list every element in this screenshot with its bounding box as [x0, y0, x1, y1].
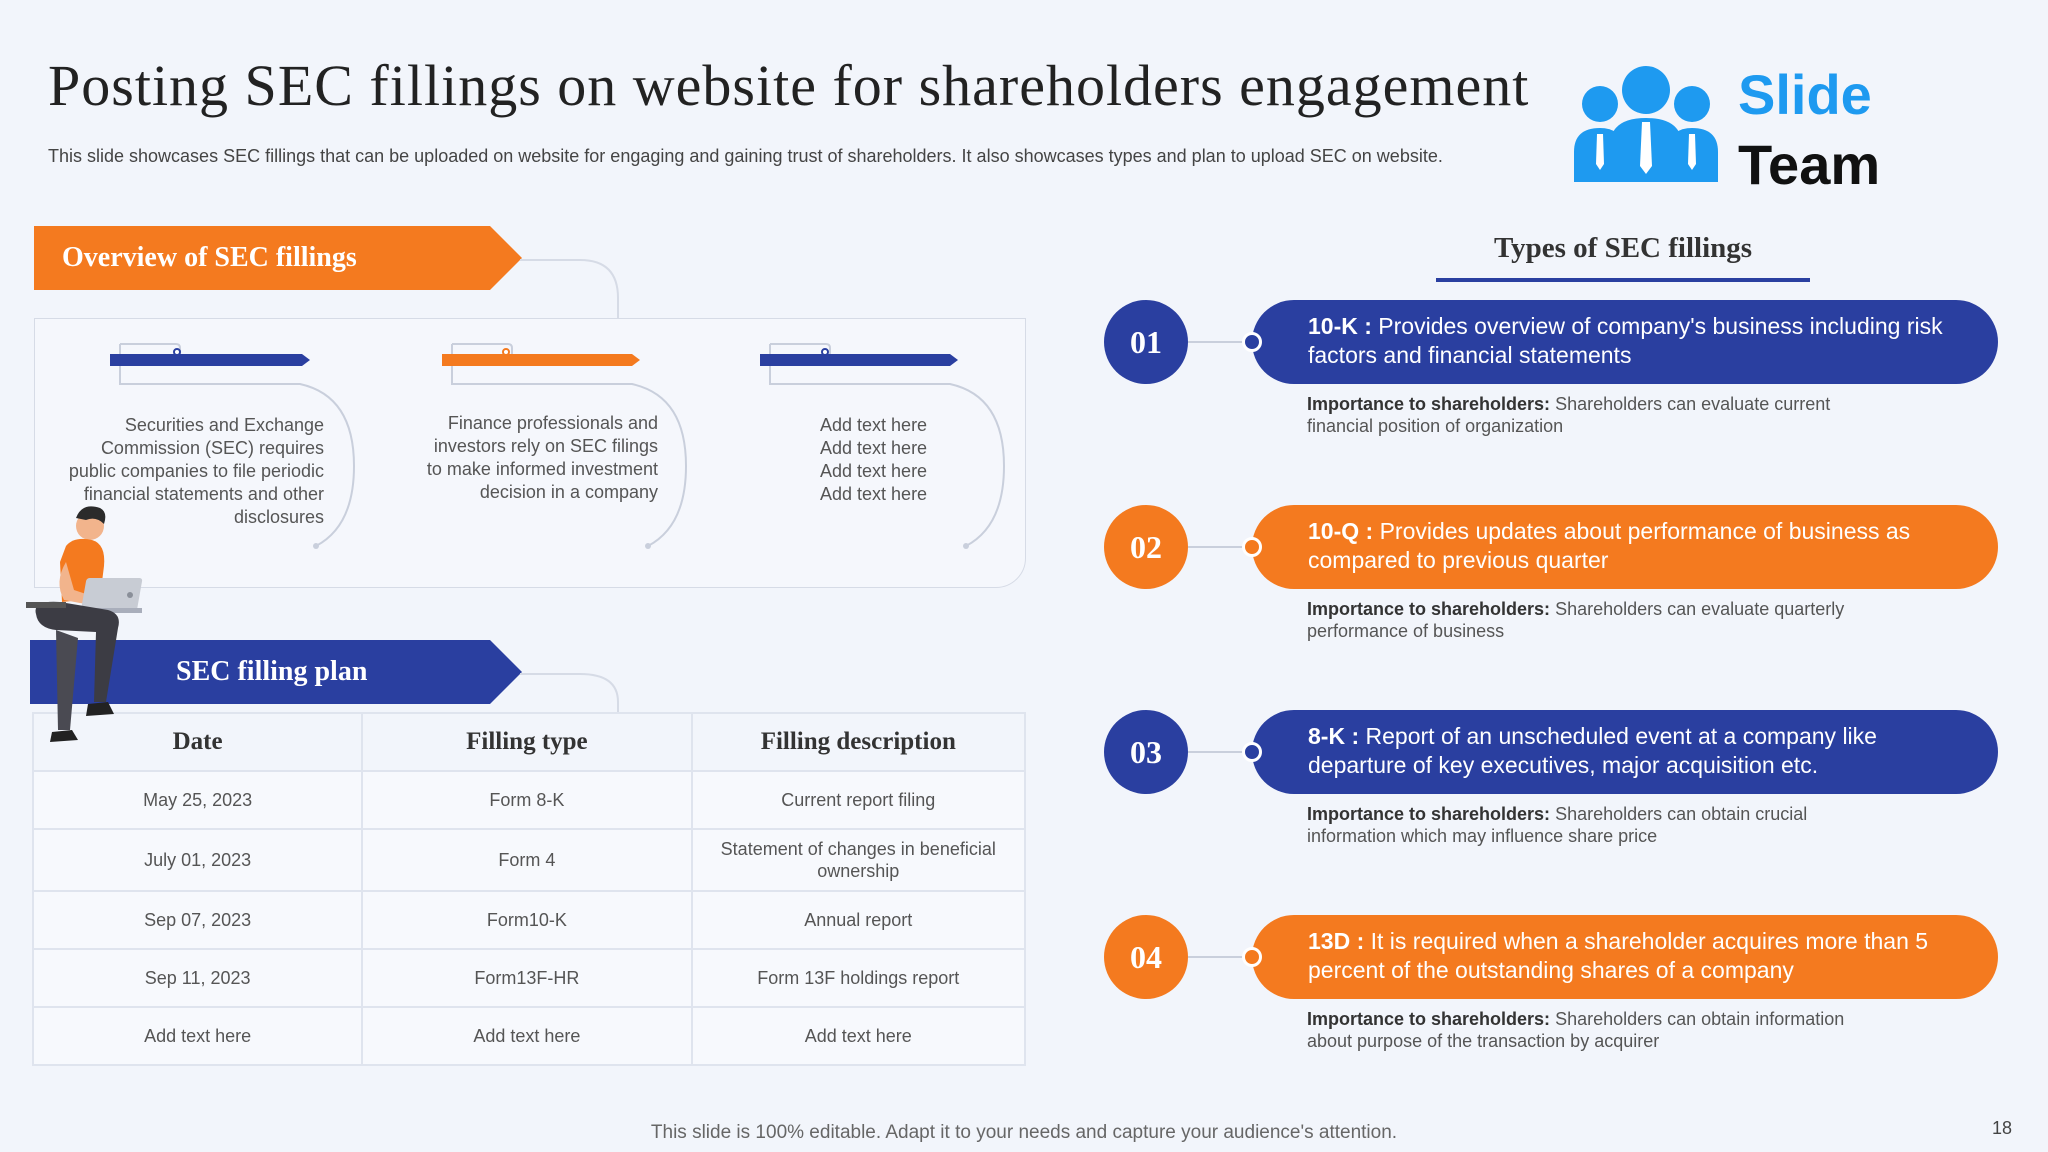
type-02-connector [1188, 546, 1252, 548]
type-03-pill: 8-K : Report of an unscheduled event at … [1252, 710, 1998, 794]
type-04-dot [1242, 947, 1262, 967]
overview-item-1-frame [119, 343, 356, 549]
table-cell: Form 8-K [361, 770, 693, 830]
type-01-dot [1242, 332, 1262, 352]
type-04-importance-text: Shareholders can obtain information abou… [1307, 1009, 1845, 1051]
plan-heading: SEC filling plan [176, 656, 368, 687]
type-03-connector [1188, 751, 1252, 753]
plan-table-wrap: Date Filling type Filling description Ma… [31, 712, 1027, 1066]
overview-item-3-frame [769, 343, 1006, 549]
overview-item-3-text: Add text here Add text here Add text her… [820, 415, 928, 504]
table-cell: Add text here [361, 1006, 693, 1066]
page-number: 18 [1992, 1118, 2013, 1138]
table-cell: Add text here [690, 1006, 1027, 1066]
table-row: Sep 11, 2023 Form13F-HR Form 13F holding… [31, 948, 1027, 1008]
overview-item-1-bar [110, 354, 310, 366]
type-01-importance: Importance to shareholders: Shareholders… [1307, 393, 1867, 437]
table-cell: Annual report [690, 890, 1027, 950]
type-04-connector [1188, 956, 1252, 958]
table-cell: Add text here [31, 1006, 364, 1066]
type-03-importance-text: Shareholders can obtain crucial informat… [1307, 804, 1808, 846]
type-01-pill: 10-K : Provides overview of company's bu… [1252, 300, 1998, 384]
overview-item-3-bar [760, 354, 958, 366]
type-02-dot [1242, 537, 1262, 557]
type-04-code: 13D : [1308, 928, 1365, 954]
type-03-description: Report of an unscheduled event at a comp… [1308, 723, 1877, 778]
overview-item-1-dot [173, 348, 181, 356]
type-03-number: 03 [1104, 710, 1188, 794]
overview-banner: Overview of SEC fillings [34, 226, 522, 290]
table-cell: Form10-K [361, 890, 693, 950]
overview-item-2-text: Finance professionals and investors rely… [426, 413, 658, 502]
table-row: Add text here Add text here Add text her… [31, 1006, 1027, 1066]
types-heading-underline [1436, 278, 1810, 282]
type-04-importance-label: Importance to shareholders: [1307, 1009, 1551, 1029]
slide-title: Posting SEC fillings on website for shar… [48, 53, 1530, 118]
logo-text-team: Team [1738, 133, 1881, 196]
table-cell: Current report filing [690, 770, 1027, 830]
table-row: Sep 07, 2023 Form10-K Annual report [31, 890, 1027, 950]
type-02-importance: Importance to shareholders: Shareholders… [1307, 598, 1867, 642]
type-02-number: 02 [1104, 505, 1188, 589]
logo-text-slide: Slide [1738, 63, 1872, 126]
table-cell: Form 13F holdings report [690, 948, 1027, 1008]
type-04-number: 04 [1104, 915, 1188, 999]
table-cell: Sep 11, 2023 [31, 948, 364, 1008]
types-heading: Types of SEC fillings [1493, 232, 1753, 264]
footer-note: This slide is 100% editable. Adapt it to… [650, 1122, 1398, 1143]
type-04-importance: Importance to shareholders: Shareholders… [1307, 1008, 1867, 1052]
table-cell: Form13F-HR [361, 948, 693, 1008]
table-cell: Statement of changes in beneficial owner… [690, 828, 1027, 892]
type-01-code: 10-K : [1308, 313, 1372, 339]
type-02-pill: 10-Q : Provides updates about performanc… [1252, 505, 1998, 589]
type-03-dot [1242, 742, 1262, 762]
type-01-number: 01 [1104, 300, 1188, 384]
overview-heading: Overview of SEC fillings [62, 242, 357, 273]
type-02-code: 10-Q : [1308, 518, 1374, 544]
type-01-connector [1188, 341, 1252, 343]
table-cell: Sep 07, 2023 [31, 890, 364, 950]
table-cell: July 01, 2023 [31, 828, 364, 892]
banner-connector-curve [520, 259, 619, 320]
table-cell: Form 4 [361, 828, 693, 892]
column-header-filling-description: Filling description [690, 712, 1027, 772]
overview-item-2-frame [451, 343, 688, 549]
type-01-importance-label: Importance to shareholders: [1307, 394, 1551, 414]
people-group-icon [1574, 66, 1718, 182]
type-03-importance-label: Importance to shareholders: [1307, 804, 1551, 824]
table-row: May 25, 2023 Form 8-K Current report fil… [31, 770, 1027, 830]
type-01-importance-text: Shareholders can evaluate current financ… [1307, 394, 1831, 436]
plan-table: Date Filling type Filling description Ma… [31, 712, 1027, 1066]
type-02-description: Provides updates about performance of bu… [1308, 518, 1911, 573]
column-header-date: Date [31, 712, 364, 772]
person-with-laptop-illustration [26, 506, 143, 742]
overview-item-3-dot [821, 348, 829, 356]
table-cell: May 25, 2023 [31, 770, 364, 830]
type-04-pill: 13D : It is required when a shareholder … [1252, 915, 1998, 999]
column-header-filling-type: Filling type [361, 712, 693, 772]
type-04-description: It is required when a shareholder acquir… [1308, 928, 1929, 983]
overview-item-2-dot [502, 348, 510, 356]
type-03-code: 8-K : [1308, 723, 1360, 749]
slide-subtitle: This slide showcases SEC fillings that c… [48, 146, 1443, 166]
type-02-importance-label: Importance to shareholders: [1307, 599, 1551, 619]
type-03-importance: Importance to shareholders: Shareholders… [1307, 803, 1867, 847]
overview-item-2-bar [442, 354, 640, 366]
type-01-description: Provides overview of company's business … [1308, 313, 1943, 368]
plan-connector-curve [520, 673, 619, 714]
type-02-importance-text: Shareholders can evaluate quarterly perf… [1307, 599, 1845, 641]
overview-item-1-text: Securities and Exchange Commission (SEC)… [68, 415, 324, 527]
table-row: July 01, 2023 Form 4 Statement of change… [31, 828, 1027, 892]
